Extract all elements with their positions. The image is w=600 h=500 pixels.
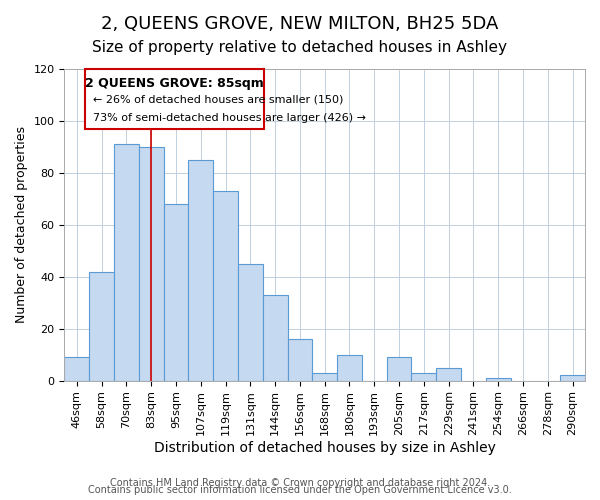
Text: Contains public sector information licensed under the Open Government Licence v3: Contains public sector information licen… — [88, 485, 512, 495]
Text: ← 26% of detached houses are smaller (150): ← 26% of detached houses are smaller (15… — [93, 95, 343, 105]
Bar — [213, 191, 238, 380]
X-axis label: Distribution of detached houses by size in Ashley: Distribution of detached houses by size … — [154, 441, 496, 455]
Text: 73% of semi-detached houses are larger (426) →: 73% of semi-detached houses are larger (… — [93, 113, 366, 123]
Y-axis label: Number of detached properties: Number of detached properties — [15, 126, 28, 324]
Bar — [560, 376, 585, 380]
Bar — [164, 204, 188, 380]
Text: 2 QUEENS GROVE: 85sqm: 2 QUEENS GROVE: 85sqm — [85, 77, 264, 90]
Bar — [263, 295, 287, 380]
Bar — [139, 147, 164, 380]
Bar — [436, 368, 461, 380]
Bar — [386, 357, 412, 380]
Bar — [486, 378, 511, 380]
Bar — [238, 264, 263, 380]
Bar — [313, 373, 337, 380]
Bar — [287, 339, 313, 380]
Bar — [188, 160, 213, 380]
Text: 2, QUEENS GROVE, NEW MILTON, BH25 5DA: 2, QUEENS GROVE, NEW MILTON, BH25 5DA — [101, 15, 499, 33]
Bar — [412, 373, 436, 380]
FancyBboxPatch shape — [85, 69, 264, 128]
Bar — [64, 357, 89, 380]
Bar — [114, 144, 139, 380]
Bar — [337, 354, 362, 380]
Text: Size of property relative to detached houses in Ashley: Size of property relative to detached ho… — [92, 40, 508, 55]
Text: Contains HM Land Registry data © Crown copyright and database right 2024.: Contains HM Land Registry data © Crown c… — [110, 478, 490, 488]
Bar — [89, 272, 114, 380]
